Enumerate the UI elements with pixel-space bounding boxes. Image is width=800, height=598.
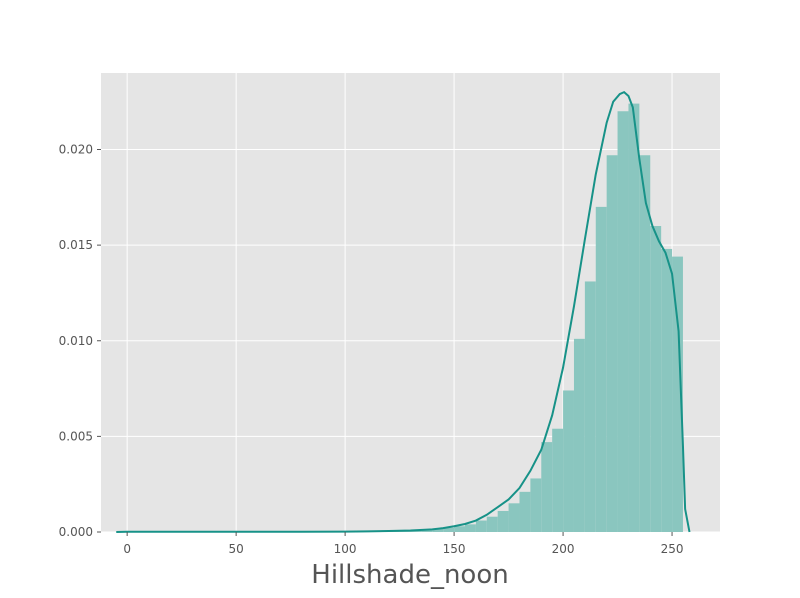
histogram-bar (530, 478, 542, 532)
histogram-bar (454, 526, 465, 532)
histogram-bar (563, 390, 574, 532)
x-axis-label: Hillshade_noon (311, 560, 508, 590)
histogram-bar (606, 155, 618, 533)
x-tick-label: 50 (228, 542, 243, 556)
histogram-bars (127, 103, 683, 533)
histogram-bar (486, 516, 498, 532)
histogram-bar (475, 520, 487, 532)
y-axis-ticks: 0.000 0.005 0.010 0.015 0.020 (59, 143, 101, 539)
histogram-bar (595, 206, 607, 532)
histogram-bar (661, 248, 673, 532)
y-tick-label: 0.000 (59, 525, 93, 539)
x-tick-label: 150 (443, 542, 466, 556)
x-tick-label: 100 (334, 542, 357, 556)
x-tick-label: 200 (552, 542, 575, 556)
histogram-bar (584, 281, 596, 532)
histogram-bar (432, 528, 444, 532)
histogram-bar (552, 428, 564, 532)
histogram-bar (519, 491, 531, 532)
histogram-bar (410, 530, 422, 532)
x-tick-label: 250 (661, 542, 684, 556)
y-tick-label: 0.010 (59, 334, 93, 348)
histogram-bar (639, 155, 651, 533)
x-axis-ticks: 0 50 100 150 200 250 (123, 532, 684, 556)
histogram-bar (617, 111, 629, 532)
density-curve (116, 90, 691, 533)
y-tick-label: 0.015 (59, 238, 93, 252)
histogram-bar (628, 103, 640, 532)
histogram-bar (443, 527, 455, 532)
histogram-bar (541, 442, 553, 532)
histogram-bar (421, 529, 433, 532)
y-tick-label: 0.005 (59, 429, 93, 443)
histogram-bar (508, 503, 520, 532)
histogram-bar (464, 524, 476, 532)
histogram-bar (672, 256, 683, 532)
histogram-bar (573, 338, 585, 532)
x-tick-label: 0 (123, 542, 131, 556)
histogram-bar (650, 226, 662, 532)
y-tick-label: 0.020 (59, 143, 93, 157)
histogram-bar (497, 510, 509, 532)
